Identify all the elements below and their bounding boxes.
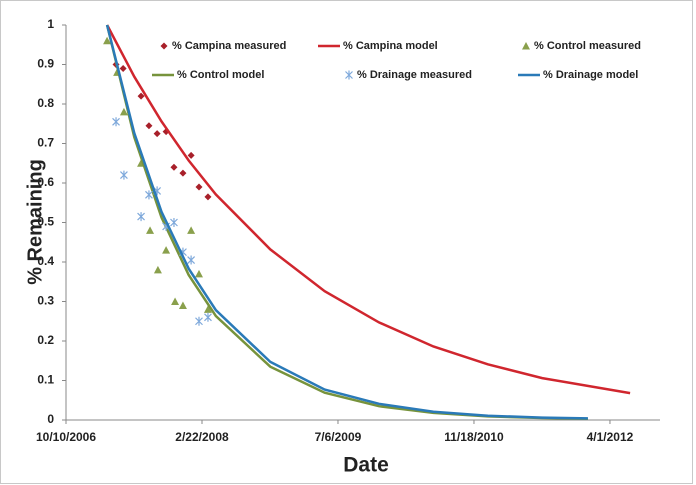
legend-label: % Campina model bbox=[343, 40, 438, 52]
y-tick-label: 0.7 bbox=[37, 136, 54, 150]
legend-label: % Control model bbox=[177, 69, 264, 81]
y-tick-label: 0 bbox=[47, 412, 54, 426]
model-line bbox=[105, 24, 631, 395]
x-tick-label: 10/10/2006 bbox=[36, 430, 96, 444]
data-point bbox=[162, 246, 171, 254]
y-tick-label: 0.9 bbox=[37, 57, 54, 71]
data-point bbox=[170, 218, 178, 227]
data-point bbox=[145, 122, 153, 130]
y-tick-label: 1 bbox=[47, 17, 54, 31]
data-point bbox=[179, 169, 187, 177]
x-axis-title: Date bbox=[343, 454, 389, 477]
data-point bbox=[187, 151, 195, 159]
data-point bbox=[103, 36, 112, 45]
y-axis-title: % Remaining bbox=[24, 159, 46, 285]
y-tick-label: 0.4 bbox=[37, 254, 54, 268]
data-point bbox=[145, 190, 153, 200]
legend-swatch bbox=[160, 42, 168, 50]
data-point bbox=[153, 265, 162, 274]
data-point bbox=[195, 316, 203, 326]
data-point bbox=[119, 64, 127, 72]
data-point bbox=[112, 117, 120, 127]
legend-swatch bbox=[345, 70, 353, 80]
x-tick-label: 2/22/2008 bbox=[175, 430, 229, 444]
data-point bbox=[194, 269, 203, 278]
data-point bbox=[170, 163, 178, 171]
data-point bbox=[187, 226, 196, 234]
model-line bbox=[105, 24, 588, 420]
y-tick-label: 0.2 bbox=[37, 333, 54, 347]
y-tick-label: 0.5 bbox=[37, 215, 54, 229]
data-point bbox=[171, 297, 180, 305]
legend-label: % Campina measured bbox=[172, 40, 286, 52]
x-tick-label: 11/18/2010 bbox=[444, 430, 504, 444]
legend-label: % Control measured bbox=[534, 40, 641, 52]
data-point bbox=[187, 255, 196, 265]
y-tick-label: 0.3 bbox=[37, 294, 54, 308]
x-tick-label: 7/6/2009 bbox=[315, 430, 362, 444]
legend-label: % Drainage measured bbox=[357, 69, 472, 81]
data-point bbox=[137, 212, 145, 222]
data-point bbox=[204, 193, 212, 201]
y-tick-label: 0.1 bbox=[37, 373, 54, 387]
x-tick-label: 4/1/2012 bbox=[587, 430, 634, 444]
data-point bbox=[178, 301, 187, 309]
legend-label: % Drainage model bbox=[543, 69, 638, 81]
data-point bbox=[119, 107, 128, 116]
data-point bbox=[153, 130, 161, 138]
data-point bbox=[146, 226, 155, 234]
y-tick-label: 0.8 bbox=[37, 96, 54, 110]
y-tick-label: 0.6 bbox=[37, 175, 54, 189]
data-point bbox=[137, 92, 145, 100]
data-point bbox=[120, 170, 128, 180]
data-point bbox=[204, 312, 212, 322]
legend-swatch bbox=[522, 42, 530, 50]
data-point bbox=[195, 183, 203, 191]
data-point bbox=[203, 305, 212, 313]
